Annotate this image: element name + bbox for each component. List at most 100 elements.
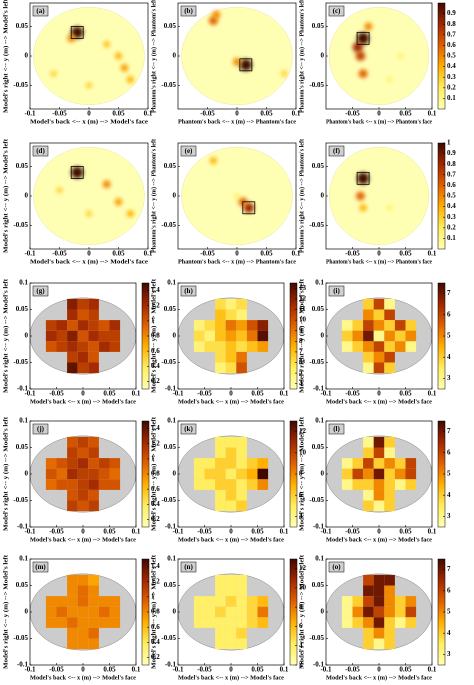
cell [56, 479, 68, 490]
y-tick-label: 0 [173, 470, 177, 478]
cell [67, 341, 78, 352]
colorbar-tick-label: 0.5 [447, 52, 456, 60]
phantom-outline [328, 146, 430, 246]
hotspot [50, 70, 57, 77]
cell [225, 309, 237, 321]
cell [257, 617, 269, 628]
colorbar-tick-label: 0.2 [151, 515, 160, 523]
cell [257, 606, 269, 618]
cell [352, 330, 364, 342]
x-tick-label: 0 [235, 110, 239, 118]
cell [67, 627, 78, 639]
x-tick-label: 0.05 [103, 528, 116, 536]
cell [193, 320, 205, 331]
cell [225, 458, 237, 469]
x-axis-label: Model's back <-- x (m) --> Model's face [178, 536, 284, 543]
colorbar-tick-label: 12 [299, 564, 307, 572]
panel: -0.1 -0.05 0 0.05 0.1-0.1-0.0500.050.1Model'… [2, 554, 160, 681]
y-axis-label: Phantom's right <-- y (m) --> Phantom's … [150, 0, 157, 113]
colorbar-tick-label: 0.1 [447, 234, 456, 242]
y-tick-label: -0.05 [13, 81, 28, 89]
cell [67, 298, 78, 310]
cell [215, 458, 226, 469]
panel-label-box [32, 5, 49, 17]
cell [67, 330, 78, 342]
y-axis-label: Phantom's right <-- y (m) --> Phantom's … [298, 138, 305, 253]
plot-area [30, 573, 136, 651]
cell [215, 436, 226, 448]
cell [341, 617, 353, 628]
y-tick-label: 0.05 [312, 162, 325, 170]
cell [352, 458, 364, 469]
cell [77, 585, 89, 597]
cell [373, 638, 385, 650]
cell [236, 298, 247, 310]
colorbar-tick-label: 0.9 [447, 149, 456, 157]
cell [352, 341, 364, 352]
cell [236, 309, 247, 321]
x-tick-label: -0.1 [320, 528, 332, 536]
y-tick-label: 0 [173, 608, 177, 616]
cell [88, 341, 99, 352]
hotspot [212, 10, 221, 19]
x-tick-label: 0.1 [428, 390, 437, 398]
cell [77, 489, 89, 501]
cell [77, 468, 89, 480]
y-tick-label: 0.1 [315, 279, 324, 287]
cell [257, 341, 269, 352]
x-tick-label: -0.05 [49, 390, 64, 398]
cell [236, 627, 247, 639]
cell [109, 458, 121, 469]
panel: -0.1 -0.05 0 0.05 0.1-0.1-0.0500.050.1Model'… [2, 278, 160, 405]
cell [373, 362, 385, 374]
x-tick-label: 0 [87, 250, 91, 258]
x-tick-label: 0.05 [399, 110, 412, 118]
x-tick-label: -0.05 [345, 110, 360, 118]
cell [225, 500, 237, 512]
colorbar-tick-label: 0.9 [447, 9, 456, 17]
x-tick-label: 0.05 [103, 666, 116, 674]
cell [204, 341, 216, 352]
x-tick-label: -0.05 [345, 666, 360, 674]
cell [236, 436, 247, 448]
colorbar-tick-label: 6 [447, 310, 451, 318]
cell [405, 341, 417, 352]
hotspot [71, 166, 84, 179]
plot-area [181, 6, 293, 106]
cell [225, 585, 237, 597]
x-tick-label: 0.05 [399, 666, 412, 674]
colorbar-tick-label: 1.2 [151, 439, 160, 447]
cell [77, 638, 89, 650]
cell [225, 617, 237, 628]
y-tick-label: -0.1 [165, 385, 177, 393]
colorbar-tick-label: 0.5 [447, 192, 456, 200]
x-tick-label: 0.05 [251, 666, 264, 674]
cell [257, 596, 269, 607]
cell [257, 479, 269, 490]
y-tick-label: 0.05 [312, 22, 325, 30]
plot-area [178, 435, 284, 513]
cell [246, 596, 258, 607]
cell [341, 468, 353, 480]
cell [363, 500, 374, 512]
x-axis-label: Model's back <-- x (m) --> Model's face [30, 118, 148, 125]
colorbar-tick-label: 3 [447, 374, 451, 382]
hotspot [386, 76, 393, 83]
cell [236, 362, 247, 374]
peak-box [239, 58, 253, 72]
cell [373, 309, 385, 321]
x-tick-label: 0 [235, 250, 239, 258]
cell [225, 638, 237, 650]
cell [373, 489, 385, 501]
x-tick-label: 0.1 [132, 390, 141, 398]
cell [98, 606, 110, 618]
plot-area [178, 297, 284, 375]
y-tick-label: 0.05 [164, 581, 177, 589]
hotspot [355, 51, 366, 61]
cell [56, 341, 68, 352]
panel: -0.1 -0.05 0 0.05 0.1-0.1-0.0500.050.1Model'… [150, 416, 306, 543]
cell [215, 606, 226, 618]
panel-label: (c) [333, 7, 341, 15]
cell [77, 330, 89, 342]
